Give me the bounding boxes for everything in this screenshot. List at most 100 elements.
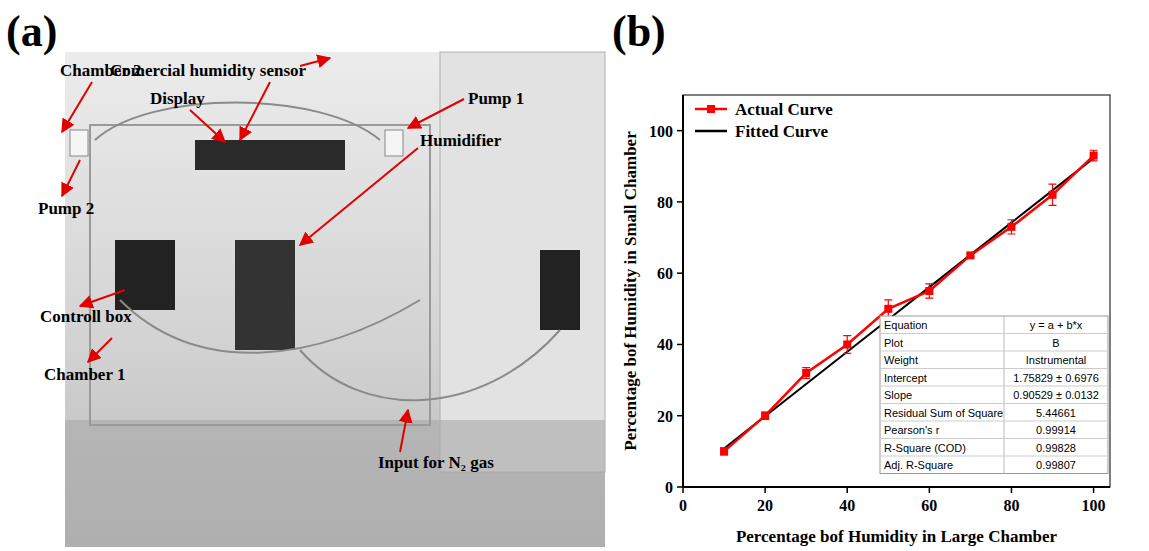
table-row-line: [880, 438, 1108, 439]
legend-label: Fitted Curve: [735, 122, 828, 141]
figure: (a) (b)Chamber 2Comercial humidity sensor…: [0, 0, 1149, 551]
y-tick-label: 20: [657, 408, 673, 425]
annotation-arrow: [88, 338, 112, 362]
y-tick: [677, 201, 683, 203]
table-box: [880, 316, 1108, 474]
annotation-arrow: [300, 148, 418, 245]
control-box: [115, 240, 175, 310]
error-bar: [843, 336, 851, 354]
y-tick-label: 80: [657, 194, 673, 211]
x-tick-label: 20: [757, 497, 773, 514]
y-tick-label: 100: [649, 123, 673, 140]
annotation-arrow: [190, 110, 225, 142]
fit-table: Equation y = a + b*x Plot B Weight Instrument…: [880, 316, 1108, 474]
y-axis: [682, 95, 684, 487]
data-point: [966, 251, 974, 259]
x-axis: [683, 486, 1110, 488]
panel-letter: (b): [612, 7, 666, 56]
x-tick: [1011, 487, 1013, 493]
y-axis-title: Percentage bof Humidity in Small Chamber: [621, 131, 640, 451]
error-bar: [761, 412, 769, 419]
humidifier-box: [235, 240, 295, 350]
data-layer: [720, 150, 1098, 455]
y-tick: [677, 486, 683, 488]
table-cell: Adj. R-Square: [884, 459, 953, 471]
annotation-label: Comercial humidity sensor: [110, 61, 307, 80]
legend-line: [695, 130, 727, 133]
photo-wall: [440, 52, 605, 472]
data-point: [720, 447, 728, 455]
y-tick: [677, 344, 683, 346]
table-cell: Residual Sum of Square: [884, 407, 1003, 419]
data-point: [761, 412, 769, 420]
table-cell: Plot: [884, 337, 903, 349]
x-tick-label: 40: [839, 497, 855, 514]
table-row-line: [880, 368, 1108, 369]
data-point: [925, 287, 933, 295]
legend-label: Actual Curve: [735, 100, 833, 119]
x-tick: [846, 487, 848, 493]
table-cell: Weight: [884, 354, 918, 366]
table-row-line: [880, 421, 1108, 422]
x-tick-label: 100: [1082, 497, 1106, 514]
annotation-label: Pump 2: [38, 199, 94, 218]
annotation-label: Input for N₂ gas: [378, 453, 494, 472]
x-tick-label: 60: [921, 497, 937, 514]
data-point: [1049, 191, 1057, 199]
panel-letter: (a): [6, 7, 57, 56]
annotation-arrow: [62, 160, 80, 196]
table-cell: R-Square (COD): [884, 442, 966, 454]
y-tick: [677, 130, 683, 132]
table-row-line: [880, 456, 1108, 457]
x-tick: [1093, 487, 1095, 493]
table-cell: Intercept: [884, 372, 927, 384]
legend-marker: [707, 105, 715, 113]
table-cell: 0.99914: [1036, 424, 1076, 436]
table-cell: B: [1052, 337, 1059, 349]
y-tick-label: 60: [657, 265, 673, 282]
table-row-line: [880, 386, 1108, 387]
annotation-label: Pump 1: [468, 89, 524, 108]
x-tick: [682, 487, 684, 493]
annotation-label: Display: [150, 89, 205, 108]
table-cell: 0.99807: [1036, 459, 1076, 471]
table-cell: 1.75829 ± 0.6976: [1013, 372, 1099, 384]
y-tick-label: 0: [665, 479, 673, 496]
table-cell: Equation: [884, 319, 927, 331]
error-bar: [802, 368, 810, 379]
adapter: [540, 250, 580, 330]
annotation-arrow: [408, 99, 464, 128]
y-tick: [677, 272, 683, 274]
x-tick-label: 0: [679, 497, 687, 514]
table-divider: [1004, 316, 1005, 474]
panel-b: 0 20 40 60 80 100 0 20 40 60 80 100 Percentage bof H…: [621, 95, 1110, 546]
error-bar: [1049, 184, 1057, 205]
series-line: [724, 156, 1094, 452]
table-cell: 0.90529 ± 0.0132: [1013, 389, 1099, 401]
table-cell: 5.44661: [1036, 407, 1076, 419]
y-tick-label: 40: [657, 336, 673, 353]
data-point: [1090, 152, 1098, 160]
annotation-label: Humidifier: [420, 131, 502, 150]
annotation-label: Chamber 1: [44, 365, 125, 384]
table-cell: Pearson's r: [884, 424, 940, 436]
error-bar: [720, 448, 728, 455]
data-point: [843, 340, 851, 348]
x-tick: [929, 487, 931, 493]
table-row-line: [880, 333, 1108, 334]
data-point: [1007, 223, 1015, 231]
legend: Actual Curve Fitted Curve: [695, 100, 833, 141]
photo-background: [65, 52, 605, 547]
table-cell: Instrumental: [1026, 354, 1087, 366]
x-tick: [764, 487, 766, 493]
table-cell: y = a + b*x: [1030, 319, 1083, 331]
annotation-arrow: [400, 410, 408, 452]
tubes: [95, 103, 560, 401]
x-tick-label: 80: [1003, 497, 1019, 514]
annotation-label: Controll box: [40, 307, 132, 326]
error-bar: [1090, 150, 1098, 161]
y-tick: [677, 415, 683, 417]
panel-a: Chamber 2Comercial humidity sensorDispla…: [38, 52, 605, 547]
data-point: [802, 369, 810, 377]
annotation-arrow: [62, 82, 92, 132]
